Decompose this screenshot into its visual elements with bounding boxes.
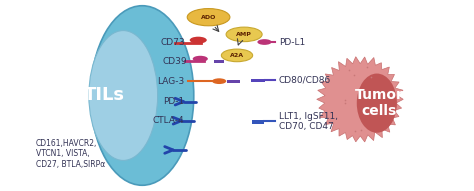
Bar	[227, 80, 239, 83]
Polygon shape	[317, 57, 403, 142]
Text: CD39: CD39	[163, 57, 187, 66]
Text: PD-L1: PD-L1	[279, 37, 305, 47]
Text: CTLA-4: CTLA-4	[152, 116, 184, 125]
Bar	[214, 60, 224, 63]
Text: ADO: ADO	[201, 15, 216, 20]
Text: CD80/CD86: CD80/CD86	[279, 76, 331, 85]
Text: A2A: A2A	[230, 53, 244, 58]
Circle shape	[187, 9, 230, 26]
Text: PD-1: PD-1	[163, 97, 184, 106]
Bar	[252, 120, 264, 124]
Text: CD73: CD73	[160, 38, 185, 48]
Circle shape	[212, 78, 226, 84]
Text: AMP: AMP	[236, 32, 252, 37]
Text: CD161,HAVCR2,
VTCN1, VISTA,
CD27, BTLA,SIRPα: CD161,HAVCR2, VTCN1, VISTA, CD27, BTLA,S…	[36, 139, 105, 169]
Bar	[251, 79, 265, 82]
Circle shape	[190, 37, 207, 44]
Ellipse shape	[91, 6, 194, 185]
Text: Tumor
cells: Tumor cells	[355, 88, 404, 118]
Text: LLT1, IgSF11,
CD70, CD47: LLT1, IgSF11, CD70, CD47	[279, 112, 337, 131]
Ellipse shape	[357, 74, 397, 133]
Circle shape	[257, 39, 272, 45]
Ellipse shape	[89, 31, 158, 160]
Circle shape	[226, 27, 262, 42]
Text: LAG-3: LAG-3	[157, 77, 184, 86]
Circle shape	[221, 49, 253, 62]
Text: TILs: TILs	[84, 87, 125, 104]
Circle shape	[193, 56, 208, 62]
